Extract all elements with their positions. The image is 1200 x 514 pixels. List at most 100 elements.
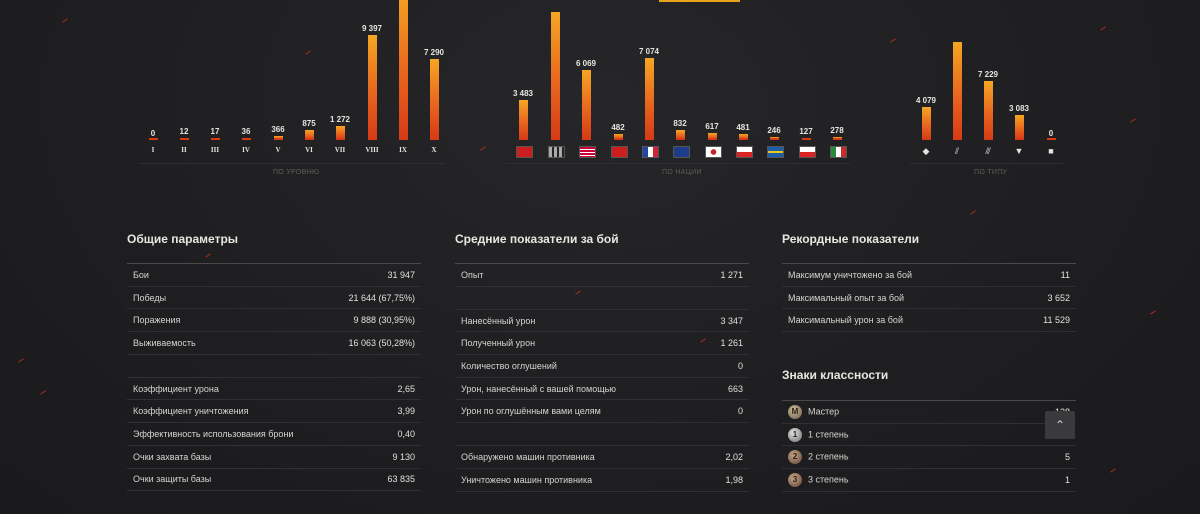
table-row-spacer bbox=[455, 287, 749, 310]
chart-bar-tick bbox=[398, 138, 408, 140]
chart-value-label: 875 bbox=[302, 119, 316, 128]
general-title: Общие параметры bbox=[127, 232, 239, 246]
row-label: Поражения bbox=[133, 315, 181, 326]
chart-bar bbox=[613, 134, 623, 140]
chart-bar bbox=[581, 70, 591, 140]
chart-bar-tick bbox=[675, 138, 685, 140]
table-row: MМастер138 bbox=[782, 401, 1076, 424]
row-value: 3,99 bbox=[397, 406, 415, 417]
chart-bar bbox=[518, 100, 528, 140]
row-label: 1 степень bbox=[808, 428, 849, 439]
row-label: Коэффициент урона bbox=[133, 383, 219, 394]
table-row-spacer bbox=[127, 355, 421, 378]
flag-icon-sweden bbox=[767, 146, 784, 158]
spark-decoration bbox=[18, 358, 24, 363]
table-row: Бои 31 947 bbox=[127, 264, 421, 287]
chart-bar-tick bbox=[581, 138, 591, 140]
row-label: Очки защиты базы bbox=[133, 474, 212, 485]
chart-caption: По типу bbox=[974, 169, 1008, 176]
scroll-to-top-button[interactable]: ⌃ bbox=[1045, 411, 1075, 439]
average-title: Средние показатели за бой bbox=[455, 232, 619, 246]
row-label: Опыт bbox=[461, 269, 484, 280]
chart-value-label: 246 bbox=[767, 126, 781, 135]
row-value: 9 130 bbox=[392, 451, 415, 462]
row-value: 2,65 bbox=[397, 383, 415, 394]
chart-bar bbox=[429, 59, 439, 140]
spark-decoration bbox=[970, 210, 976, 215]
spark-decoration bbox=[1130, 118, 1136, 123]
chart-bar-tick bbox=[769, 138, 779, 140]
row-value: 0 bbox=[737, 406, 743, 417]
table-row-spacer bbox=[455, 423, 749, 447]
third-class-badge-icon: 3 bbox=[788, 472, 802, 487]
chart-bar bbox=[952, 42, 962, 140]
average-table: Опыт 1 271 Нанесённый урон 3 347 Полученны… bbox=[455, 263, 749, 492]
chart-bar-tick bbox=[644, 138, 654, 140]
chart-bar bbox=[675, 130, 685, 140]
flag-icon-ussr bbox=[516, 146, 533, 158]
table-row: Коэффициент урона 2,65 bbox=[127, 378, 421, 401]
table-row: 2 2 степень 5 bbox=[782, 446, 1076, 470]
chart-bar-tick bbox=[518, 138, 528, 140]
row-value: 2,02 bbox=[725, 451, 743, 462]
chart-category-label: IX bbox=[399, 146, 407, 154]
table-row: 11 степень18 bbox=[782, 424, 1076, 447]
row-label: 2 степень bbox=[808, 451, 849, 462]
nation-chart: По нации 3 483 6 069 482 7 074 832 617 481 246 1… bbox=[0, 0, 860, 185]
chart-bar-tick bbox=[550, 138, 560, 140]
table-row: Нанесённый урон 3 347 bbox=[455, 310, 749, 333]
mastery-title: Знаки классности bbox=[782, 368, 889, 382]
row-value: 21 644 (67,75%) bbox=[348, 292, 415, 303]
chart-bar-tick bbox=[983, 138, 993, 140]
chart-bar bbox=[644, 58, 654, 140]
row-value: 31 947 bbox=[387, 269, 415, 280]
chart-value-label: 9 397 bbox=[361, 24, 383, 33]
chart-bar bbox=[983, 81, 993, 140]
at-spg-icon: ▼ bbox=[1014, 146, 1024, 156]
row-label: Обнаружено машин противника bbox=[461, 451, 595, 462]
chart-bar-tick bbox=[241, 138, 251, 140]
chart-bar-tick bbox=[273, 138, 283, 140]
mastery-badge-icon: M bbox=[788, 404, 802, 419]
row-label: Очки захвата базы bbox=[133, 451, 212, 462]
chart-category-label: III bbox=[210, 146, 220, 154]
chart-bar-tick bbox=[832, 138, 842, 140]
chart-value-label: 36 bbox=[241, 127, 251, 136]
chart-bar-tick bbox=[367, 138, 377, 140]
row-label: Максимальный урон за бой bbox=[788, 315, 903, 326]
chart-bar-tick bbox=[210, 138, 220, 140]
row-label: Мастер bbox=[808, 406, 840, 417]
spark-decoration bbox=[1100, 26, 1106, 31]
chart-bar bbox=[398, 0, 408, 140]
row-value: 3 652 bbox=[1047, 292, 1070, 303]
flag-icon-germany bbox=[548, 146, 565, 158]
table-row: Урон, нанесённый с вашей помощью 663 bbox=[455, 378, 749, 401]
flag-icon-japan bbox=[705, 146, 722, 158]
chart-bar bbox=[1014, 115, 1024, 140]
chart-value-label: 17 bbox=[210, 127, 220, 136]
row-label: Выживаемость bbox=[133, 337, 196, 348]
chart-value-label: 482 bbox=[611, 123, 625, 132]
chart-value-label: 0 bbox=[150, 129, 156, 138]
top-accent-bar bbox=[659, 0, 740, 2]
records-title: Рекордные показатели bbox=[782, 232, 920, 246]
row-label: Максимальный опыт за бой bbox=[788, 292, 905, 303]
chart-value-label: 366 bbox=[271, 125, 285, 134]
chart-bar bbox=[367, 35, 377, 140]
row-label: Полученный урон bbox=[461, 338, 536, 349]
chart-bar bbox=[335, 126, 345, 140]
chart-value-label: 617 bbox=[705, 122, 719, 131]
table-row: Уничтожено машин противника 1,98 bbox=[455, 469, 749, 492]
table-row: Полученный урон 1 261 bbox=[455, 332, 749, 356]
row-label: Максимум уничтожено за бой bbox=[788, 269, 912, 280]
chart-category-label: VIII bbox=[365, 146, 379, 154]
chart-bar-tick bbox=[707, 138, 717, 140]
tier-chart: По уровню 0 I 12 II 17 III 36 IV 366 V 875 VI 1 272 V… bbox=[0, 0, 460, 185]
chart-bar-tick bbox=[179, 138, 189, 140]
table-row: Выживаемость 16 063 (50,28%) bbox=[127, 332, 421, 355]
heavy-tank-icon: ⫻ bbox=[985, 146, 991, 156]
row-value: 16 063 (50,28%) bbox=[348, 337, 415, 348]
chart-value-label: 3 483 bbox=[512, 89, 534, 98]
chart-value-label: 6 069 bbox=[575, 59, 597, 68]
